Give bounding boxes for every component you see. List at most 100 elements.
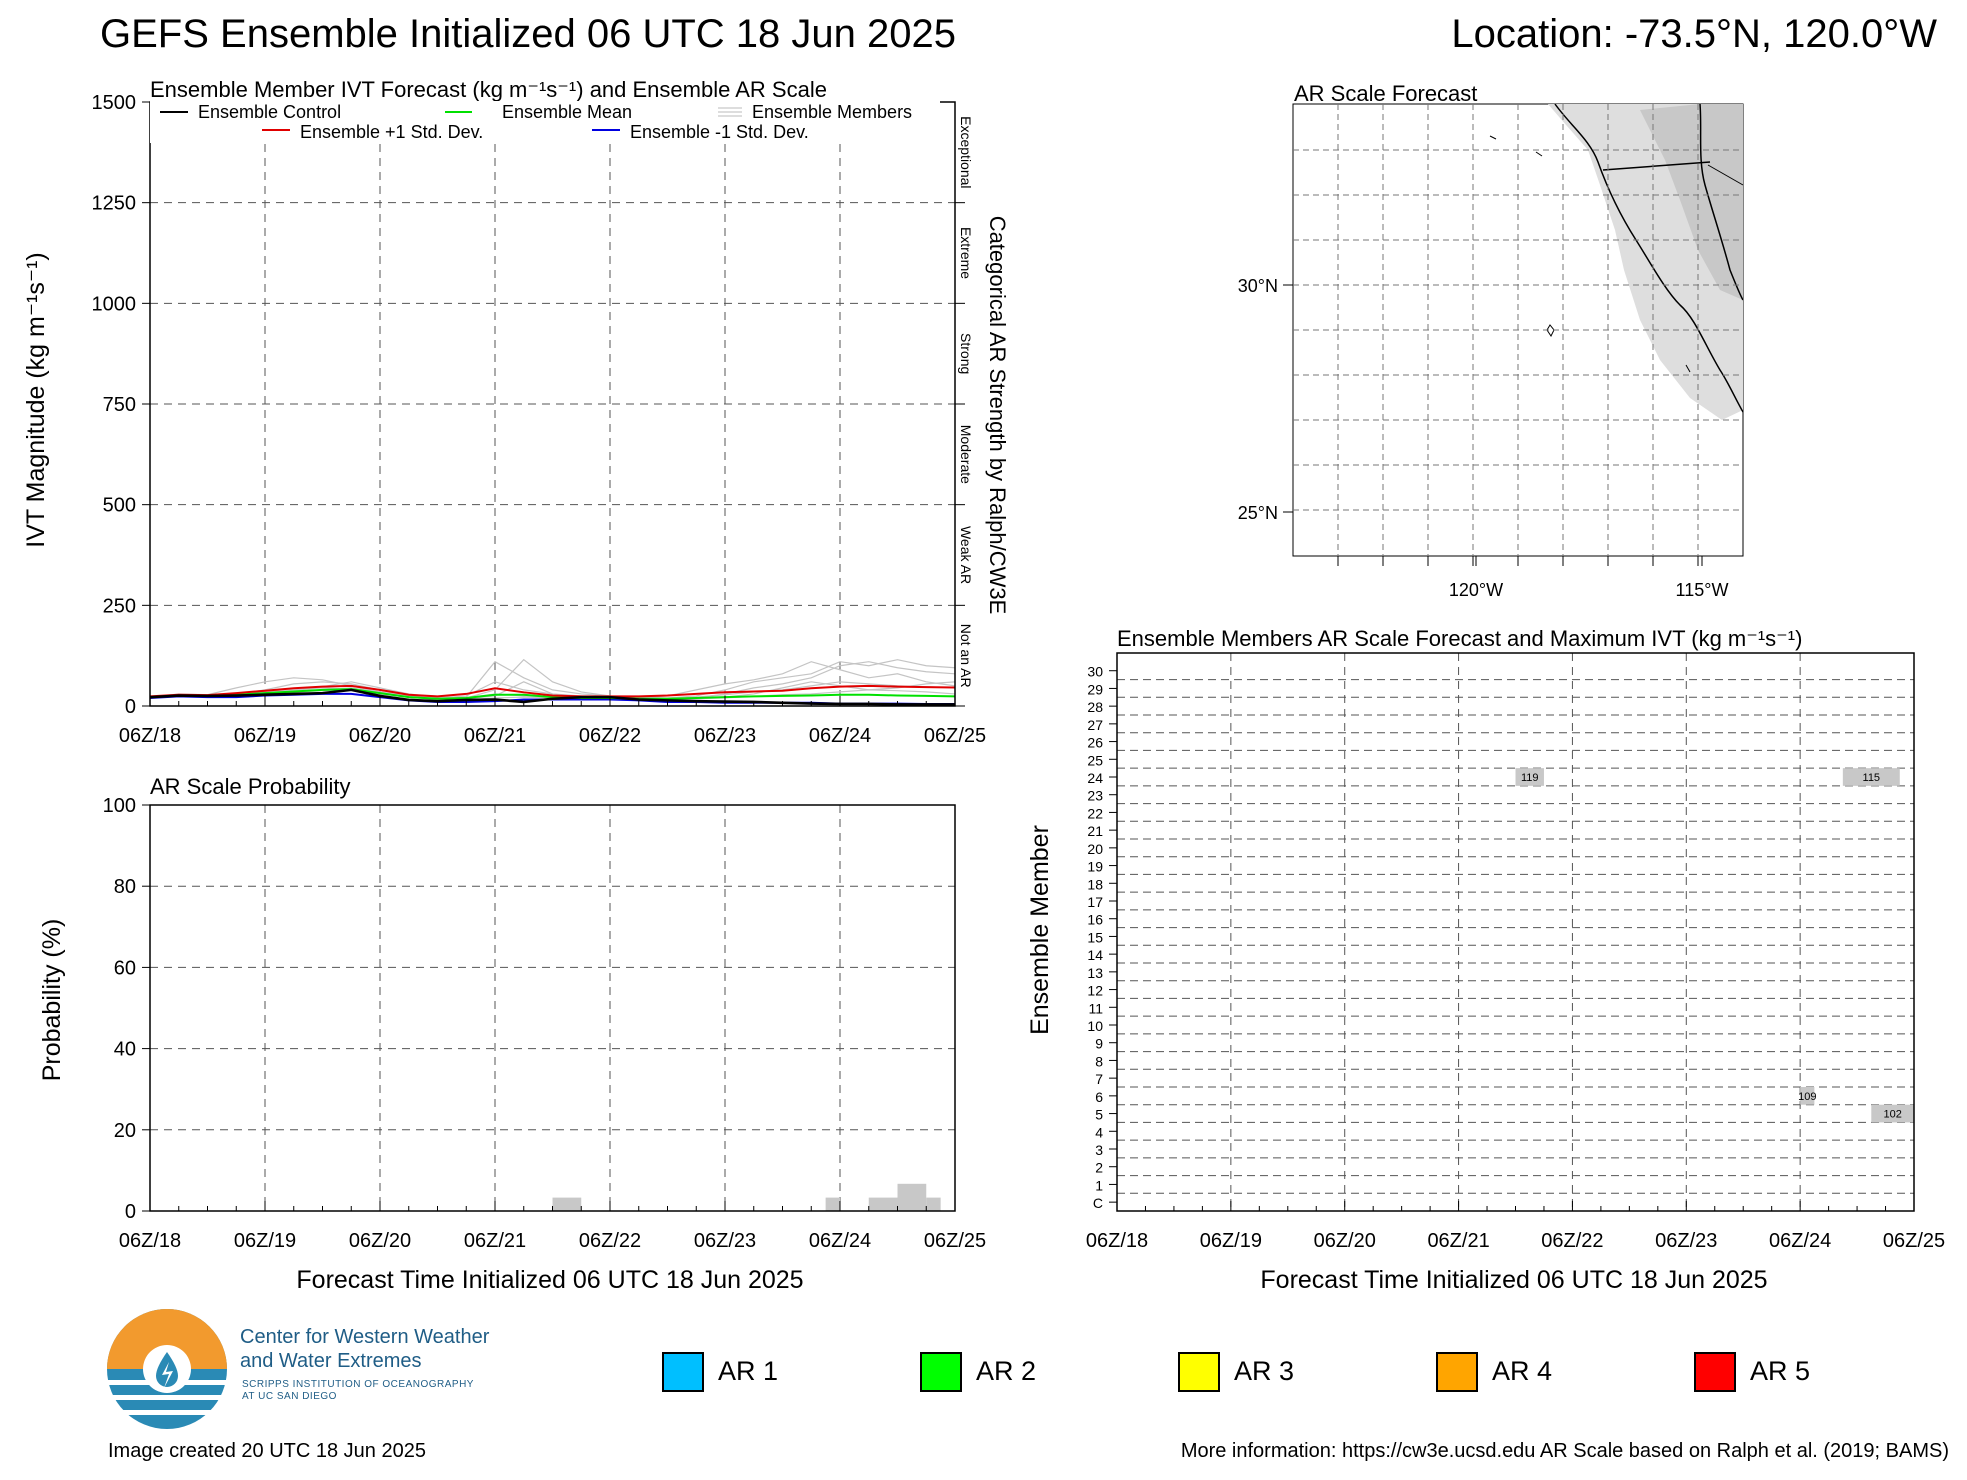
map-border [1602,161,1711,171]
member-ivt-value: 115 [1863,772,1881,784]
members-xtick-label: 06Z/22 [1541,1230,1603,1252]
map-coastline-gulf [1699,103,1744,301]
probability-bars [552,1183,941,1211]
member-label: 23 [1087,788,1103,804]
ivt-xtick-label: 06Z/22 [579,725,641,747]
ivt-category-labels: Exceptional Extreme Strong Moderate Weak AR N… [955,116,974,707]
ar2-swatch [920,1352,962,1392]
prob-xtick-label: 06Z/18 [119,1230,181,1252]
lat-label-25n: 25°N [1238,503,1278,523]
member-label: 19 [1087,859,1103,875]
probability-x-label: Forecast Time Initialized 06 UTC 18 Jun … [296,1266,803,1294]
map-lon-labels: 120°W 115°W [1449,556,1729,600]
prob-ytick-label: 100 [103,795,136,817]
member-label: 27 [1087,717,1103,733]
ivt-ytick-label: 1000 [92,293,137,315]
members-panel: Ensemble Members AR Scale Forecast and M… [1026,626,1945,1294]
member-label: 30 [1087,664,1103,680]
prob-xtick-label: 06Z/19 [234,1230,296,1252]
member-label: 24 [1087,770,1103,786]
members-plot-frame [1116,652,1915,1212]
ivt-panel-title: Ensemble Member IVT Forecast (kg m⁻¹s⁻¹)… [150,77,827,102]
ar5-label: AR 5 [1750,1356,1811,1386]
category-label: Moderate [958,425,974,484]
category-label: Not an AR [958,624,974,688]
member-label: 8 [1095,1053,1103,1069]
legend-members-label: Ensemble Members [752,102,912,122]
members-xtick-label: 06Z/18 [1086,1230,1148,1252]
map-terrain-shading [1640,104,1743,300]
ivt-xtick-label: 06Z/25 [924,725,986,747]
probability-panel-title: AR Scale Probability [150,774,351,799]
members-grid [1117,653,1914,1212]
ivt-axes: 0 250 500 750 1000 1250 1500 06Z/18 06Z/19 06Z/20… [92,92,987,747]
map-state-border [1707,164,1744,186]
member-label: 28 [1087,699,1103,715]
ivt-ytick-label: 1250 [92,193,137,215]
map-island-4 [1685,364,1691,373]
member-label: 17 [1087,894,1103,910]
map-island-2 [1489,135,1497,140]
member-label: 13 [1087,965,1103,981]
prob-ytick-label: 0 [125,1201,136,1223]
ar3-label: AR 3 [1234,1356,1295,1386]
probability-bar [825,1197,840,1211]
category-label: Exceptional [958,116,974,188]
ar1-swatch [662,1352,704,1392]
members-y-label: Ensemble Member [1026,825,1054,1035]
member-label: 9 [1095,1036,1103,1052]
members-xtick-label: 06Z/24 [1769,1230,1831,1252]
member-label: 22 [1087,805,1103,821]
prob-xtick-label: 06Z/20 [349,1230,411,1252]
member-label: 12 [1087,983,1103,999]
lon-label-120w: 120°W [1449,580,1503,600]
member-label: 6 [1095,1089,1103,1105]
prob-xtick-label: 06Z/21 [464,1230,526,1252]
ivt-xtick-label: 06Z/20 [349,725,411,747]
ivt-xtick-label: 06Z/24 [809,725,871,747]
members-xtick-label: 06Z/21 [1427,1230,1489,1252]
probability-bar [897,1183,927,1211]
ivt-series-line [149,684,956,698]
probability-y-label: Probability (%) [38,919,66,1082]
members-xtick-label: 06Z/25 [1883,1230,1945,1252]
map-panel-title: AR Scale Forecast [1294,81,1477,106]
ivt-legend: Ensemble Control Ensemble Mean Ensemble … [150,101,940,143]
member-label: 10 [1087,1018,1103,1034]
category-label: Extreme [958,227,974,279]
prob-xtick-label: 06Z/22 [579,1230,641,1252]
main-title: GEFS Ensemble Initialized 06 UTC 18 Jun … [100,12,956,56]
legend-minus-sd-label: Ensemble -1 Std. Dev. [630,122,809,142]
ivt-series-line [149,688,956,700]
ivt-ytick-label: 500 [103,495,136,517]
location-label: Location: -73.5°N, 120.0°W [1451,12,1937,56]
ivt-series-lines [149,684,956,706]
prob-ytick-label: 60 [114,957,136,979]
probability-bar [926,1197,941,1211]
image-created-note: Image created 20 UTC 18 Jun 2025 [108,1440,426,1462]
member-label: 1 [1095,1177,1103,1193]
ar4-label: AR 4 [1492,1356,1553,1386]
ivt-legend-background [150,101,940,143]
map-lat-labels: 30°N 25°N [1238,276,1293,523]
prob-ytick-label: 40 [114,1039,136,1061]
ivt-y-label: IVT Magnitude (kg m⁻¹s⁻¹) [22,252,50,547]
member-ar-cell [1515,768,1544,786]
members-cells: 119 115 109 102 [1515,768,1914,1123]
ivt-plot-frame [149,101,956,707]
ivt-xtick-label: 06Z/21 [464,725,526,747]
ivt-xtick-label: 06Z/23 [694,725,756,747]
ivt-ytick-label: 750 [103,394,136,416]
lon-label-115w: 115°W [1676,580,1729,600]
ivt-series-line [149,688,955,706]
member-label: 14 [1087,947,1103,963]
members-xtick-label: 06Z/19 [1200,1230,1262,1252]
org-name-line3: SCRIPPS INSTITUTION OF OCEANOGRAPHY [242,1379,474,1390]
ar5-swatch [1694,1352,1736,1392]
org-name-line2: and Water Extremes [240,1350,422,1372]
member-label: 25 [1087,752,1103,768]
members-x-label: Forecast Time Initialized 06 UTC 18 Jun … [1260,1266,1767,1294]
members-xtick-label: 06Z/23 [1655,1230,1717,1252]
member-ivt-value: 119 [1521,772,1539,784]
